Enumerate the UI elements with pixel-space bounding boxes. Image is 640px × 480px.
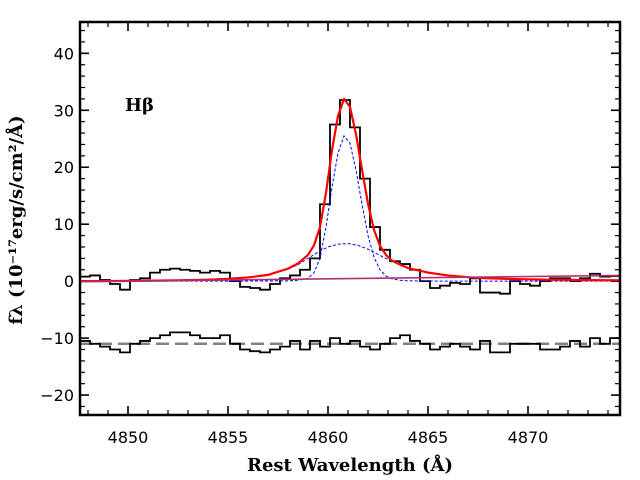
series-broad-component xyxy=(80,243,620,282)
y-tick-label: −20 xyxy=(40,386,74,405)
series-layer xyxy=(80,97,620,354)
series-residual xyxy=(80,331,620,354)
y-tick-labels: −20 −10 0 10 20 30 40 xyxy=(40,44,74,405)
series-continuum xyxy=(80,274,620,283)
y-tick-label: 0 xyxy=(64,272,74,291)
y-tick-label: 10 xyxy=(54,215,74,234)
y-tick-label: −10 xyxy=(40,329,74,348)
plot-frame xyxy=(78,20,622,417)
x-tick-label: 4860 xyxy=(308,428,349,447)
annotation-hbeta: Hβ xyxy=(125,95,154,116)
x-axis-title: Rest Wavelength (Å) xyxy=(247,453,453,476)
x-tick-label: 4865 xyxy=(408,428,449,447)
x-tick-label: 4870 xyxy=(508,428,549,447)
series-narrow-component xyxy=(80,134,620,282)
y-tick-label: 40 xyxy=(54,44,74,63)
y-tick-label: 20 xyxy=(54,158,74,177)
x-tick-labels: 4850 4855 4860 4865 4870 xyxy=(108,428,549,447)
y-tick-label: 30 xyxy=(54,101,74,120)
y-axis-title: fλ (10⁻¹⁷erg/s/cm²/Å) xyxy=(4,115,27,324)
x-tick-label: 4855 xyxy=(208,428,249,447)
x-tick-label: 4850 xyxy=(108,428,149,447)
